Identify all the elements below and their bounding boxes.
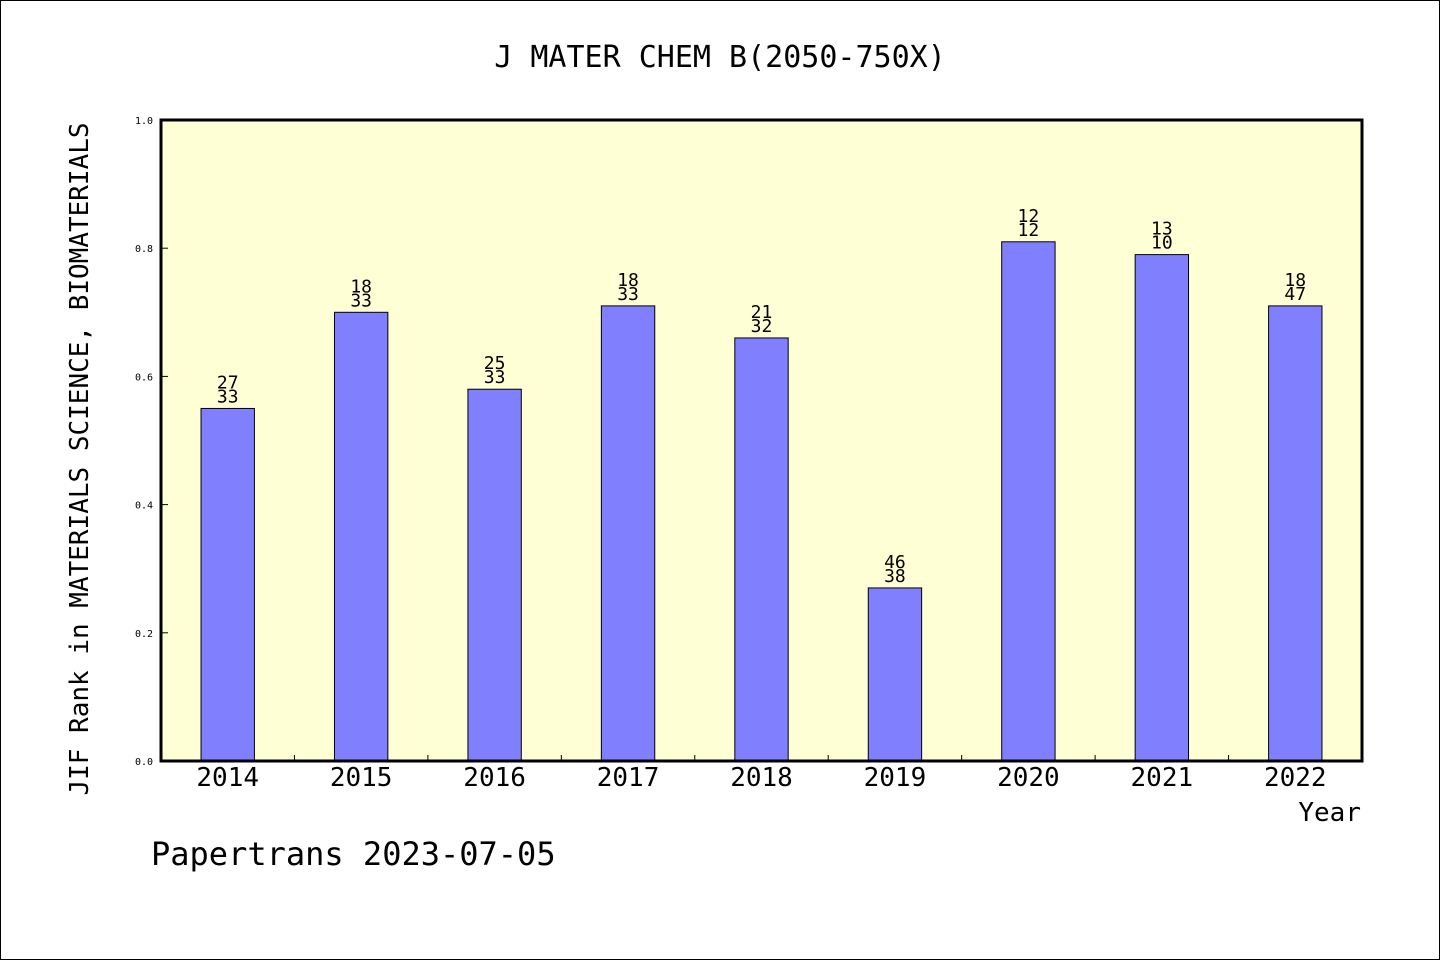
bar-2022 (1268, 305, 1323, 762)
y-tick-label: 0.4 (135, 501, 153, 512)
y-tick-label: 0.8 (135, 244, 153, 255)
bar-2014 (200, 407, 255, 762)
x-tick-label: 2021 (1131, 763, 1194, 793)
bar-label-top: 18 (350, 276, 372, 297)
y-axis-title: JIF Rank in MATERIALS SCIENCE, BIOMATERI… (65, 122, 95, 795)
x-tick-label: 2015 (330, 763, 393, 793)
bar-label-top: 27 (217, 372, 239, 393)
y-tick-label: 1.0 (135, 116, 153, 127)
y-tick-label: 0.0 (135, 757, 153, 768)
footer-credit: Papertrans 2023-07-05 (151, 835, 556, 873)
bar-label-bottom: 12 (1018, 220, 1040, 241)
bar-2018 (734, 337, 789, 762)
bar-label-bottom: 33 (484, 367, 506, 388)
x-tick-label: 2017 (597, 763, 660, 793)
bar-label-top: 18 (617, 270, 639, 291)
bar-label-top: 13 (1151, 219, 1173, 240)
bar-label-bottom: 47 (1284, 284, 1306, 305)
bar-2019 (867, 587, 923, 762)
x-tick-label: 2016 (463, 763, 526, 793)
x-tick-label: 2020 (997, 763, 1060, 793)
bar-2016 (467, 388, 522, 762)
bar-label-bottom: 10 (1151, 233, 1173, 254)
plot-frame (159, 118, 1364, 763)
bar-label-top: 12 (1018, 206, 1040, 227)
bar-label-bottom: 33 (217, 386, 239, 407)
bar-2017 (600, 305, 656, 762)
bar-2015 (333, 311, 389, 762)
bar-2020 (1001, 241, 1056, 762)
x-tick-label: 2018 (730, 763, 793, 793)
bar-label-bottom: 33 (350, 290, 372, 311)
bar-label-bottom: 38 (884, 566, 906, 587)
bar-label-bottom: 32 (751, 316, 773, 337)
x-axis-title: Year (1298, 798, 1361, 828)
x-tick-label: 2022 (1264, 763, 1327, 793)
bar-2021 (1134, 254, 1190, 762)
y-tick-label: 0.2 (135, 629, 153, 640)
y-tick-label: 0.6 (135, 372, 153, 383)
chart-title: J MATER CHEM B(2050-750X) (494, 40, 946, 75)
bar-label-top: 46 (884, 552, 906, 573)
bar-label-top: 18 (1284, 270, 1306, 291)
x-tick-label: 2014 (196, 763, 259, 793)
bar-label-top: 21 (751, 302, 773, 323)
x-axis-ticks: 2014 2015 2016 2017 2018 2019 2020 2021 2022 (196, 755, 1327, 793)
bar-label-bottom: 33 (617, 284, 639, 305)
x-tick-label: 2019 (864, 763, 927, 793)
bar-label-top: 25 (484, 353, 506, 374)
